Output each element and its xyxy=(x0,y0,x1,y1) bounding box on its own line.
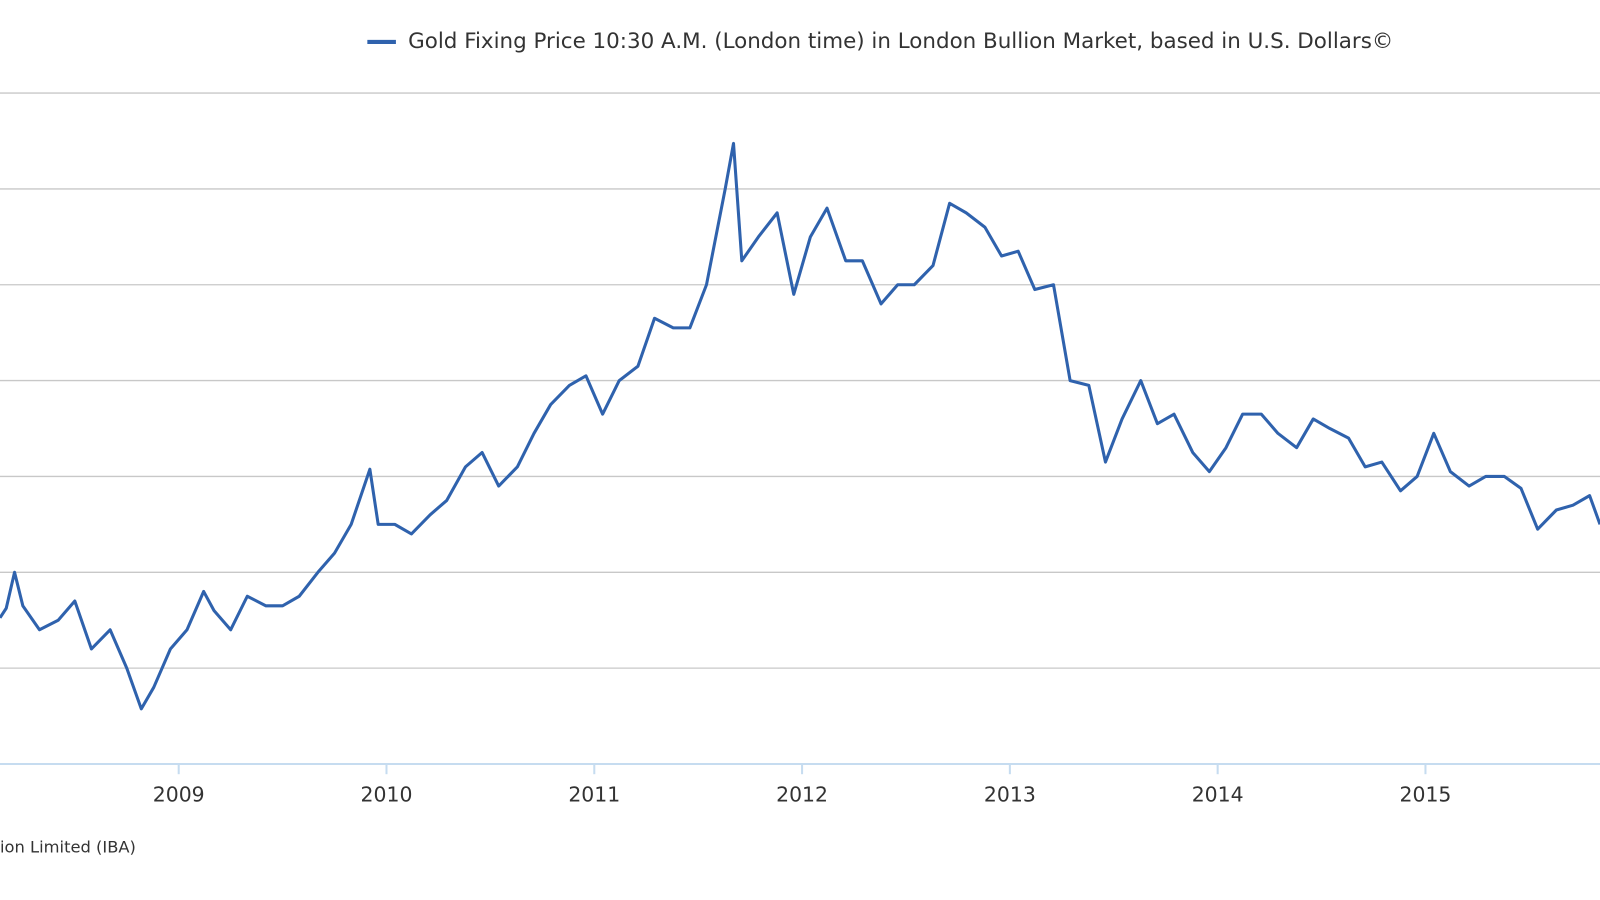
x-tick-label: 2011 xyxy=(568,783,620,807)
x-tick-label: 2014 xyxy=(1192,783,1244,807)
source-note: ion Limited (IBA) xyxy=(0,837,136,856)
x-tick-label: 2009 xyxy=(153,783,205,807)
x-tick-label: 2013 xyxy=(984,783,1036,807)
x-tick-label: 2010 xyxy=(361,783,413,807)
x-tick-label: 2012 xyxy=(776,783,828,807)
legend-label: Gold Fixing Price 10:30 A.M. (London tim… xyxy=(408,29,1393,54)
x-tick-label: 2015 xyxy=(1399,783,1451,807)
data-line xyxy=(0,141,1600,711)
